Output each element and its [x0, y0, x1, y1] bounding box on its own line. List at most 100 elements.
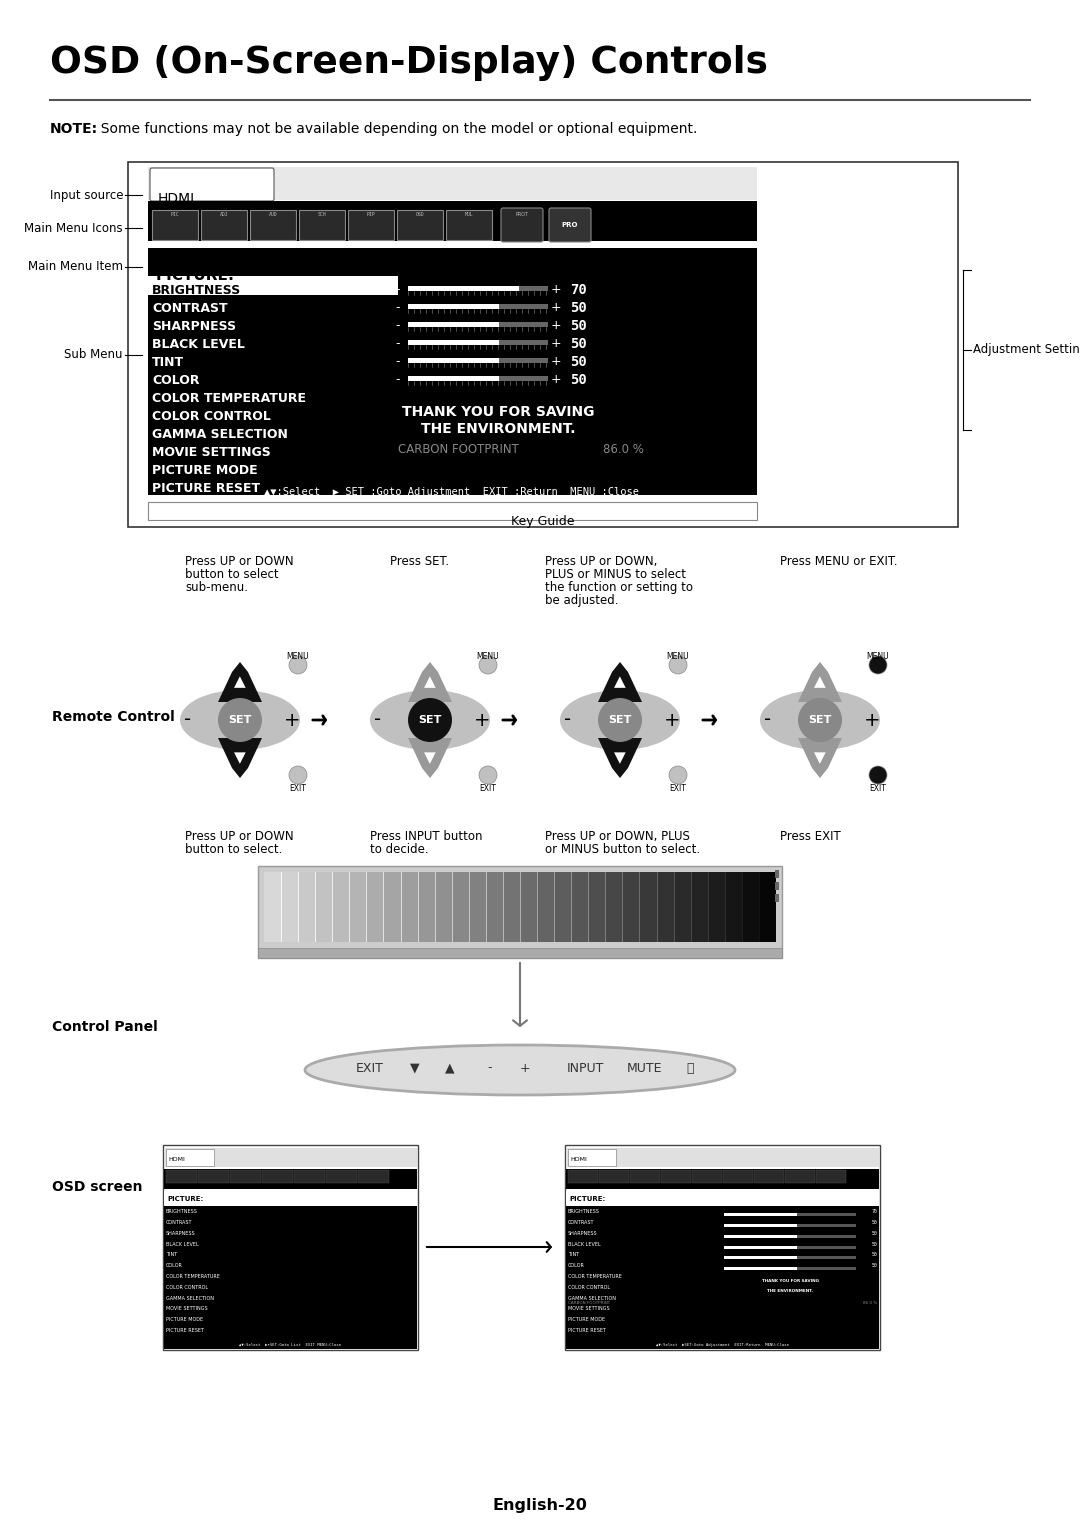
Bar — [383, 872, 402, 941]
Text: -: - — [395, 301, 401, 313]
Text: 50: 50 — [872, 1241, 877, 1247]
Circle shape — [289, 656, 307, 674]
Text: COLOR TEMPERATURE: COLOR TEMPERATURE — [568, 1274, 622, 1279]
Text: +: + — [519, 1062, 530, 1074]
Bar — [486, 872, 504, 941]
Text: be adjusted.: be adjusted. — [545, 594, 619, 607]
Text: COLOR: COLOR — [568, 1264, 585, 1268]
Text: EXIT: EXIT — [480, 784, 497, 793]
Text: -: - — [395, 338, 401, 350]
Text: -: - — [488, 1062, 492, 1074]
Text: GAMMA SELECTION: GAMMA SELECTION — [166, 1296, 214, 1300]
Bar — [401, 872, 419, 941]
Bar — [568, 1149, 616, 1166]
Bar — [148, 167, 757, 200]
Text: ▼: ▼ — [424, 750, 436, 766]
Text: ▲: ▲ — [615, 674, 626, 689]
Bar — [408, 322, 499, 327]
Bar — [724, 1224, 856, 1227]
Text: Press EXIT: Press EXIT — [780, 830, 840, 843]
Text: 70: 70 — [872, 1209, 877, 1215]
Bar — [503, 872, 521, 941]
Text: TINT: TINT — [166, 1253, 177, 1258]
Bar — [589, 872, 606, 941]
Bar — [164, 1148, 417, 1167]
Bar — [566, 1335, 879, 1349]
Text: +: + — [551, 283, 562, 296]
Circle shape — [798, 698, 842, 743]
Text: BRIGHTNESS: BRIGHTNESS — [152, 284, 241, 296]
Text: EXIT: EXIT — [289, 784, 307, 793]
Bar — [249, 209, 296, 240]
Bar — [299, 209, 345, 240]
Bar — [566, 1190, 723, 1206]
Bar — [724, 1267, 856, 1270]
Bar — [357, 1170, 389, 1183]
Bar — [566, 1206, 879, 1349]
Bar — [571, 872, 590, 941]
Bar — [281, 872, 299, 941]
Text: +: + — [474, 711, 490, 729]
Text: 50: 50 — [570, 338, 586, 351]
Text: the function or setting to: the function or setting to — [545, 581, 693, 594]
Text: BLACK LEVEL: BLACK LEVEL — [568, 1241, 600, 1247]
Ellipse shape — [760, 691, 880, 750]
Text: THANK YOU FOR SAVING: THANK YOU FOR SAVING — [761, 1279, 819, 1284]
Text: PICTURE MODE: PICTURE MODE — [152, 465, 258, 477]
Circle shape — [869, 656, 887, 674]
Bar — [742, 872, 760, 941]
Bar — [599, 1170, 629, 1183]
Text: +: + — [284, 711, 300, 729]
Circle shape — [289, 766, 307, 784]
Bar — [724, 1245, 797, 1248]
Bar — [326, 1170, 357, 1183]
Bar — [724, 1235, 797, 1238]
Bar — [164, 1169, 417, 1189]
Text: CONTRAST: CONTRAST — [152, 303, 228, 315]
Bar — [408, 286, 548, 290]
Text: +: + — [551, 319, 562, 332]
Bar — [724, 1235, 856, 1238]
Bar — [148, 475, 757, 495]
Bar — [605, 872, 623, 941]
Text: -: - — [375, 711, 381, 729]
Text: CONTRAST: CONTRAST — [568, 1219, 594, 1225]
Text: PIP: PIP — [367, 212, 376, 217]
Text: PICTURE:: PICTURE: — [569, 1196, 605, 1203]
Text: ⏻: ⏻ — [686, 1062, 693, 1074]
Text: COLOR TEMPERATURE: COLOR TEMPERATURE — [152, 393, 306, 405]
Bar — [408, 376, 499, 380]
Polygon shape — [798, 662, 842, 701]
Text: CONTRAST: CONTRAST — [166, 1219, 192, 1225]
Bar — [408, 322, 548, 327]
Polygon shape — [218, 662, 262, 701]
Bar — [724, 1256, 856, 1259]
Bar — [408, 341, 499, 345]
Text: COLOR: COLOR — [166, 1264, 183, 1268]
Text: AUD: AUD — [269, 212, 278, 217]
Text: 50: 50 — [570, 373, 586, 387]
Bar — [148, 248, 378, 278]
Bar — [724, 1256, 797, 1259]
Bar — [230, 1170, 261, 1183]
Text: THE ENVIRONMENT.: THE ENVIRONMENT. — [767, 1290, 813, 1293]
Text: COLOR: COLOR — [152, 374, 200, 387]
Text: PROT: PROT — [515, 212, 528, 217]
Text: Remote Control: Remote Control — [52, 711, 175, 724]
Text: -: - — [565, 711, 571, 729]
Text: +: + — [551, 354, 562, 368]
Text: THANK YOU FOR SAVING: THANK YOU FOR SAVING — [402, 405, 594, 419]
Bar — [164, 1335, 417, 1349]
Text: PICTURE:: PICTURE: — [156, 267, 235, 283]
Text: BLACK LEVEL: BLACK LEVEL — [166, 1241, 199, 1247]
Bar — [725, 872, 743, 941]
Circle shape — [218, 698, 262, 743]
Text: PICTURE RESET: PICTURE RESET — [568, 1328, 606, 1332]
Ellipse shape — [305, 1045, 735, 1096]
Text: THE ENVIRONMENT.: THE ENVIRONMENT. — [421, 422, 576, 435]
Text: PICTURE MODE: PICTURE MODE — [568, 1317, 605, 1322]
Polygon shape — [598, 662, 642, 701]
Text: SET: SET — [228, 715, 252, 724]
Text: Main Menu Icons: Main Menu Icons — [25, 222, 123, 234]
Bar — [723, 1170, 753, 1183]
